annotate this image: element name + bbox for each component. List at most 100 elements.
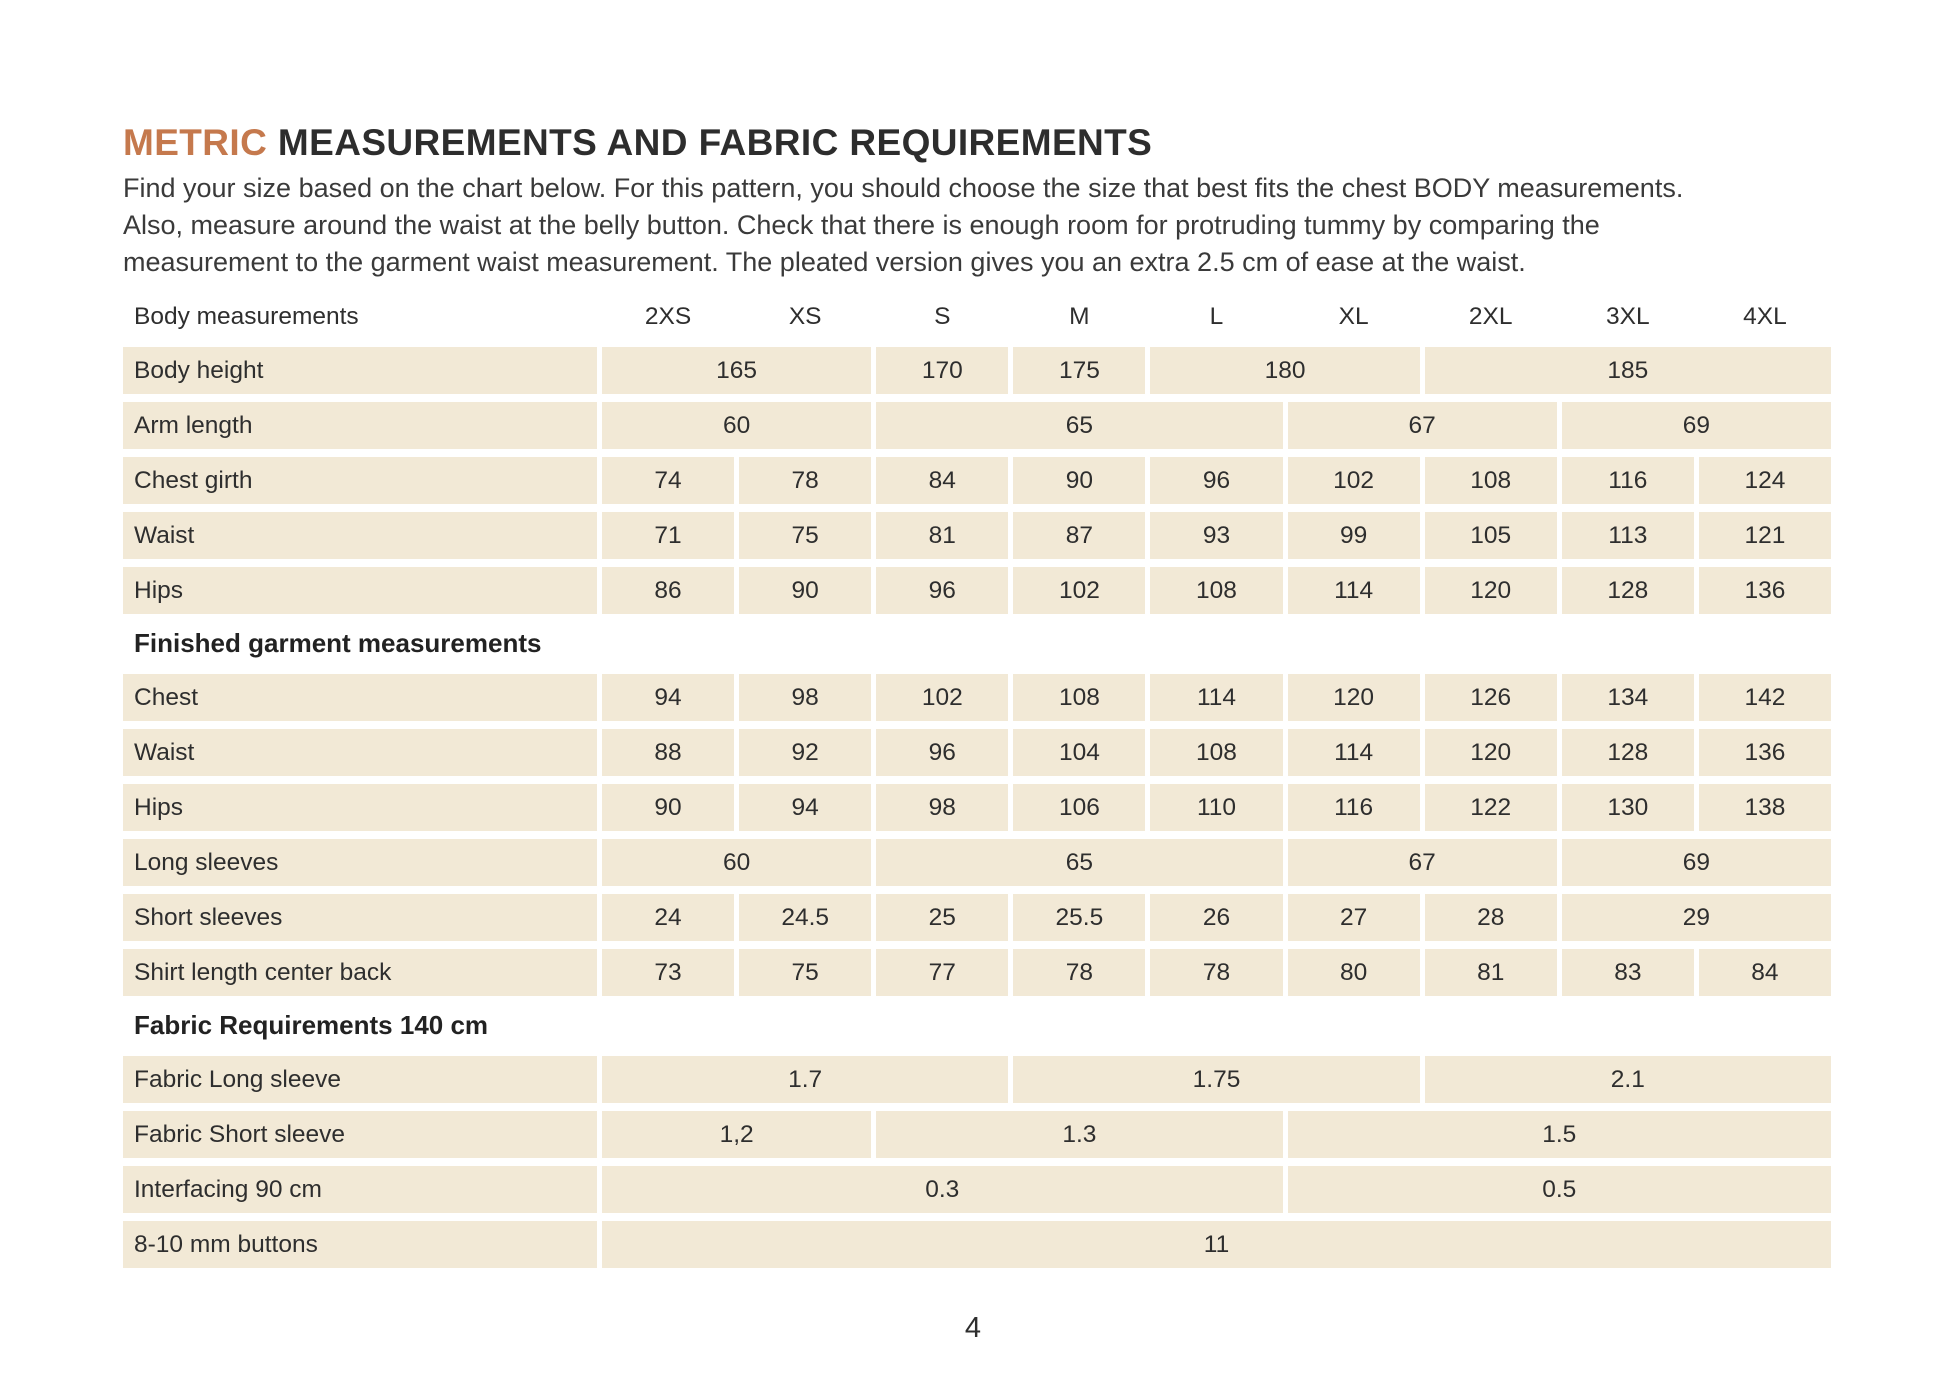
value-cell: 128	[1561, 729, 1694, 776]
value-cell: 116	[1287, 784, 1420, 831]
table-row: Short sleeves 24 24.5 25 25.5 26 27 28 29	[123, 894, 1831, 941]
intro-paragraph: Find your size based on the chart below.…	[123, 173, 1684, 277]
value-cell: 2.1	[1424, 1056, 1831, 1103]
value-cell: 114	[1287, 567, 1420, 614]
value-cell: 1,2	[602, 1111, 872, 1158]
value-cell: 138	[1698, 784, 1831, 831]
value-cell: 116	[1561, 457, 1694, 504]
value-cell: 126	[1424, 674, 1557, 721]
title-accent-word: METRIC	[123, 122, 268, 163]
size-column-header: XS	[788, 303, 822, 330]
value-cell: 86	[602, 567, 735, 614]
value-cell: 120	[1287, 674, 1420, 721]
value-cell: 114	[1150, 674, 1283, 721]
size-column-header: 2XL	[1468, 303, 1513, 330]
row-label: Short sleeves	[123, 894, 597, 941]
size-column-header: XL	[1338, 303, 1369, 330]
value-cell: 98	[739, 674, 872, 721]
size-column-header: S	[934, 303, 951, 330]
size-chart-table: Body measurements 2XS XS S M L XL 2XL 3XL 4XL Body…	[123, 300, 1831, 1276]
value-cell: 84	[1698, 949, 1831, 996]
value-cell: 180	[1150, 347, 1420, 394]
size-column-header: 2XS	[644, 303, 692, 330]
value-cell: 67	[1287, 402, 1557, 449]
value-cell: 88	[602, 729, 735, 776]
table-header-label: Body measurements	[134, 303, 359, 330]
value-cell: 24.5	[739, 894, 872, 941]
value-cell: 28	[1424, 894, 1557, 941]
value-cell: 75	[739, 949, 872, 996]
size-column-header: 3XL	[1606, 303, 1650, 330]
value-cell: 60	[602, 839, 872, 886]
value-cell: 105	[1424, 512, 1557, 559]
value-cell: 81	[876, 512, 1009, 559]
value-cell: 122	[1424, 784, 1557, 831]
value-cell: 25	[876, 894, 1009, 941]
value-cell: 27	[1287, 894, 1420, 941]
value-cell: 1.3	[876, 1111, 1283, 1158]
table-row: Interfacing 90 cm 0.3 0.5	[123, 1166, 1831, 1213]
value-cell: 110	[1150, 784, 1283, 831]
value-cell: 26	[1150, 894, 1283, 941]
value-cell: 96	[1150, 457, 1283, 504]
table-row: Chest girth 74 78 84 90 96 102 108 116 124	[123, 457, 1831, 504]
row-label: Long sleeves	[123, 839, 597, 886]
size-column-header: 4XL	[1743, 303, 1787, 330]
value-cell: 69	[1561, 839, 1831, 886]
value-cell: 83	[1561, 949, 1694, 996]
table-row: Body height 165 170 175 180 185	[123, 347, 1831, 394]
table-row: Arm length 60 65 67 69	[123, 402, 1831, 449]
value-cell: 24	[602, 894, 735, 941]
value-cell: 165	[602, 347, 872, 394]
value-cell: 130	[1561, 784, 1694, 831]
table-row: Waist 88 92 96 104 108 114 120 128 136	[123, 729, 1831, 776]
value-cell: 29	[1561, 894, 1831, 941]
value-cell: 67	[1287, 839, 1557, 886]
table-row: Fabric Long sleeve 1.7 1.75 2.1	[123, 1056, 1831, 1103]
value-cell: 75	[739, 512, 872, 559]
value-cell: 1.75	[1013, 1056, 1420, 1103]
page-title: METRIC MEASUREMENTS AND FABRIC REQUIREME…	[123, 122, 1152, 164]
size-column-header: M	[1069, 303, 1090, 330]
value-cell: 142	[1698, 674, 1831, 721]
value-cell: 136	[1698, 729, 1831, 776]
value-cell: 102	[1287, 457, 1420, 504]
value-cell: 102	[1013, 567, 1146, 614]
value-cell: 77	[876, 949, 1009, 996]
value-cell: 78	[739, 457, 872, 504]
value-cell: 128	[1561, 567, 1694, 614]
value-cell: 136	[1698, 567, 1831, 614]
value-cell: 120	[1424, 567, 1557, 614]
value-cell: 98	[876, 784, 1009, 831]
value-cell: 65	[876, 839, 1283, 886]
value-cell: 134	[1561, 674, 1694, 721]
size-column-header: L	[1209, 303, 1224, 330]
table-row: Fabric Short sleeve 1,2 1.3 1.5	[123, 1111, 1831, 1158]
value-cell: 73	[602, 949, 735, 996]
value-cell: 69	[1561, 402, 1831, 449]
value-cell: 108	[1150, 729, 1283, 776]
table-row: Long sleeves 60 65 67 69	[123, 839, 1831, 886]
value-cell: 84	[876, 457, 1009, 504]
value-cell: 96	[876, 729, 1009, 776]
row-label: Hips	[123, 567, 597, 614]
value-cell: 93	[1150, 512, 1283, 559]
value-cell: 108	[1424, 457, 1557, 504]
section-heading: Finished garment measurements	[134, 627, 542, 658]
value-cell: 94	[602, 674, 735, 721]
value-cell: 92	[739, 729, 872, 776]
value-cell: 108	[1013, 674, 1146, 721]
value-cell: 113	[1561, 512, 1694, 559]
row-label: Hips	[123, 784, 597, 831]
value-cell: 94	[739, 784, 872, 831]
value-cell: 114	[1287, 729, 1420, 776]
value-cell: 87	[1013, 512, 1146, 559]
row-label: Waist	[123, 729, 597, 776]
row-label: Fabric Short sleeve	[123, 1111, 597, 1158]
value-cell: 80	[1287, 949, 1420, 996]
value-cell: 185	[1424, 347, 1831, 394]
value-cell: 90	[1013, 457, 1146, 504]
row-label: Interfacing 90 cm	[123, 1166, 597, 1213]
value-cell: 106	[1013, 784, 1146, 831]
